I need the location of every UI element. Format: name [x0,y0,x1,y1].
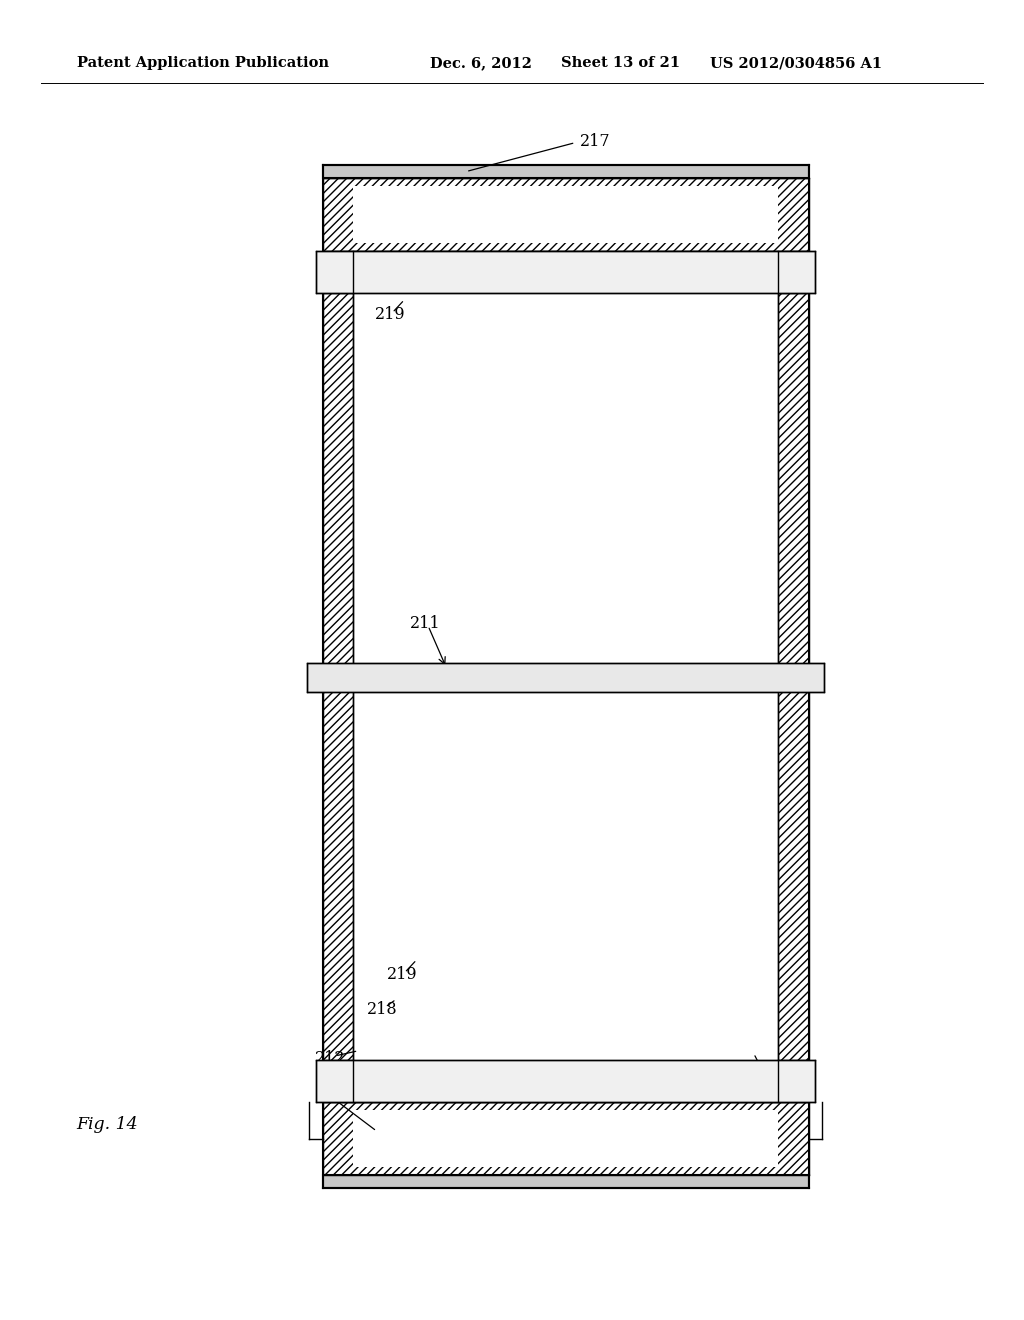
Text: Patent Application Publication: Patent Application Publication [77,57,329,70]
Bar [316,251,815,293]
Bar [307,663,824,692]
Text: 219: 219 [387,966,418,982]
Text: 211: 211 [410,615,440,631]
Bar [323,178,809,251]
Text: US 2012/0304856 A1: US 2012/0304856 A1 [710,57,882,70]
Bar [353,186,778,243]
Text: Fig. 14: Fig. 14 [76,1117,137,1133]
Text: 217: 217 [580,133,610,149]
Text: 217: 217 [315,1090,346,1106]
Text: 218: 218 [369,253,399,269]
Text: Dec. 6, 2012: Dec. 6, 2012 [430,57,532,70]
Bar [323,1175,809,1188]
Bar [323,165,809,178]
Bar [323,1102,809,1175]
Text: 219: 219 [375,306,406,322]
Bar [353,1110,778,1167]
Text: 212: 212 [315,1051,346,1067]
Text: 212: 212 [758,1072,788,1088]
Text: 218: 218 [367,1002,397,1018]
Text: Sheet 13 of 21: Sheet 13 of 21 [561,57,680,70]
Bar [316,1060,815,1102]
Bar [778,293,809,1060]
Bar [323,293,353,1060]
